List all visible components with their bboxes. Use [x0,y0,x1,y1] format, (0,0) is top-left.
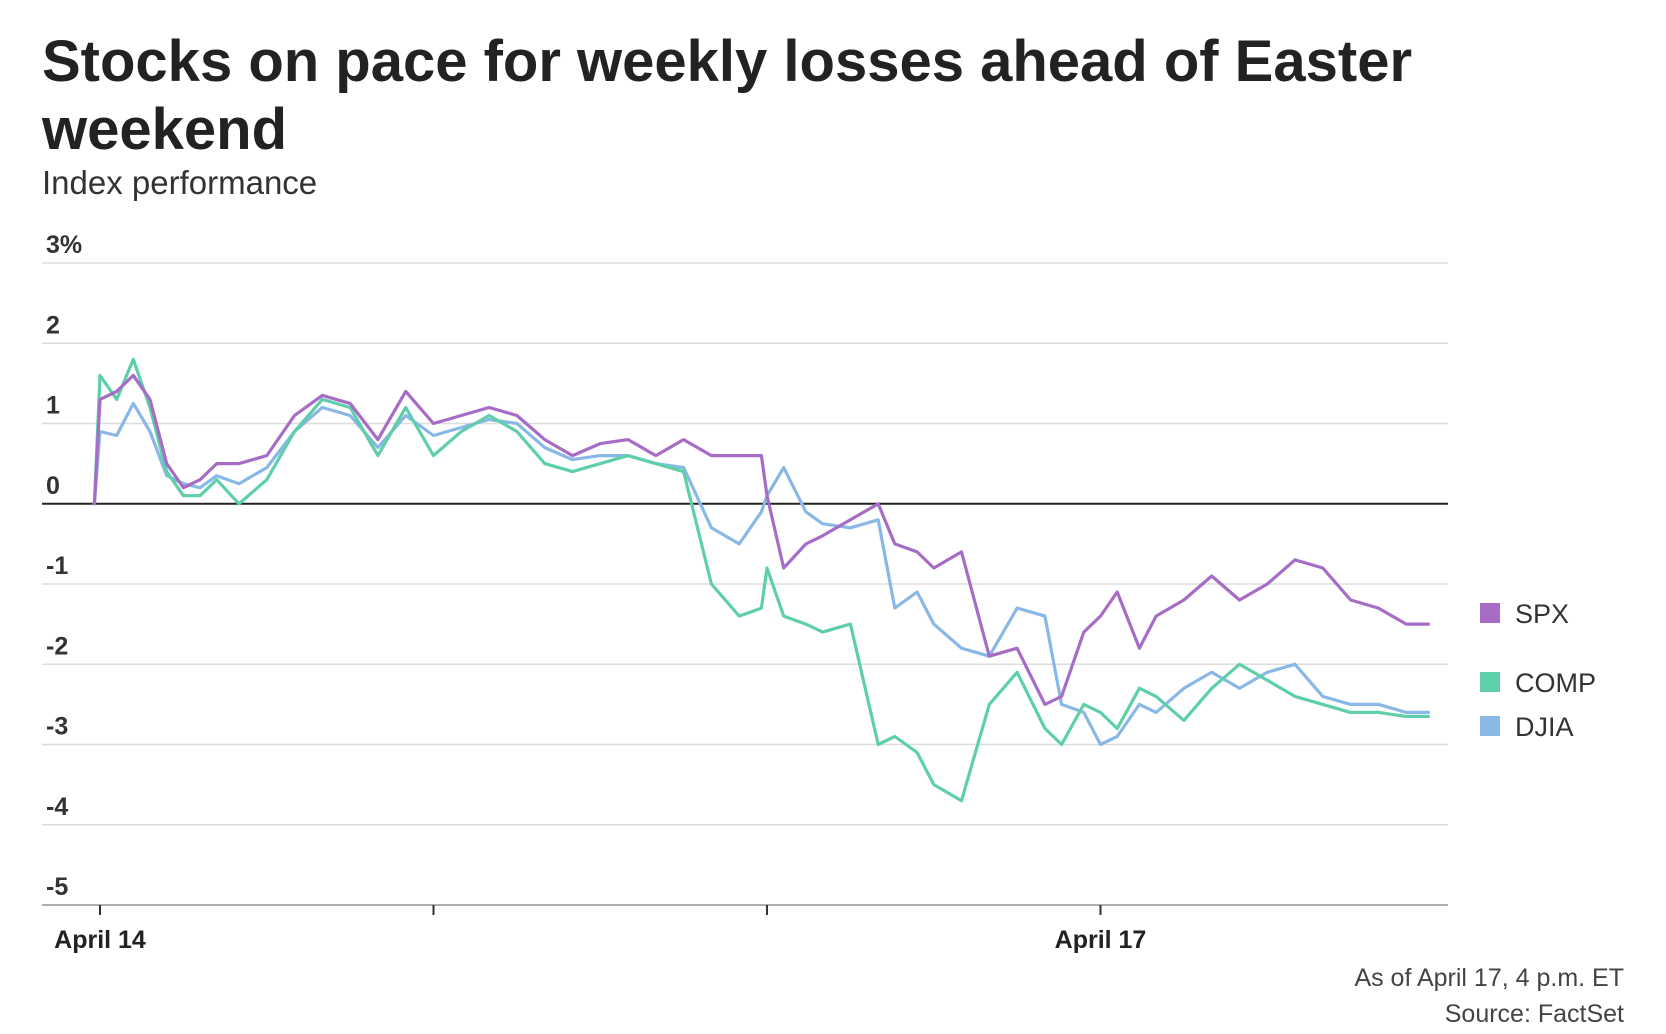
legend: SPX COMP DJIA [1480,599,1596,742]
series-line-spx [92,373,1431,707]
y-tick-label: -1 [46,552,68,580]
y-tick-label: 1 [46,392,60,420]
legend-label-comp: COMP [1515,668,1596,698]
series-line-djia [92,401,1431,747]
x-tick-label: April 17 [1055,926,1147,954]
source-note: Source: FactSet [1444,1000,1624,1028]
x-axis: April 14 April 17 [42,904,1448,954]
legend-label-djia: DJIA [1515,712,1574,742]
x-tick-label: April 14 [54,926,146,954]
y-tick-label: 0 [46,472,60,500]
legend-label-spx: SPX [1515,599,1569,629]
y-tick-label: -3 [46,713,68,741]
y-axis: 3% 2 1 0 -1 -2 -3 -4 -5 [46,231,82,901]
as-of-note: As of April 17, 4 p.m. ET [1354,964,1624,992]
chart-subtitle: Index performance [42,164,318,201]
y-tick-label: 3% [46,231,82,259]
y-tick-label: 2 [46,311,60,339]
y-tick-label: -4 [46,793,68,821]
series-line-comp [92,357,1431,803]
y-tick-label: -5 [46,873,68,901]
chart-title: Stocks on pace for weekly losses ahead o… [42,29,1413,162]
series-lines [92,357,1431,803]
gridlines [42,262,1448,906]
legend-swatch-comp [1480,672,1500,692]
y-tick-label: -2 [46,632,68,660]
legend-swatch-djia [1480,716,1500,736]
legend-swatch-spx [1480,603,1500,623]
